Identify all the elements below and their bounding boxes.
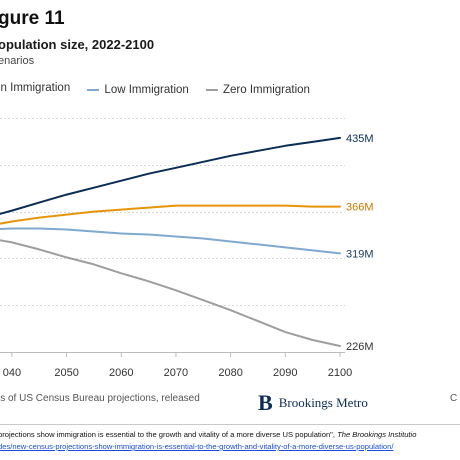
x-tick-label: 040 (3, 367, 21, 379)
x-tick-label: 2070 (164, 367, 188, 379)
citation-link[interactable]: des/new-census-projections-show-immigrat… (0, 442, 394, 451)
legend-label-low: Low Immigration (104, 84, 189, 96)
x-tick-label: 2080 (218, 367, 242, 379)
legend-item-main: in Immigration (0, 82, 70, 94)
series-line-2 (0, 227, 341, 255)
series-line-3 (0, 239, 341, 347)
brookings-logo: B Brookings Metro (258, 390, 368, 416)
citation-prefix: projections show immigration is essentia… (0, 430, 338, 439)
legend-item-zero: Zero Immigration (206, 84, 310, 96)
citation-journal: The Brookings Institutio (337, 430, 417, 439)
chart-legend: in Immigration Low Immigration Zero Immi… (0, 82, 324, 96)
x-tick-label: 2050 (54, 367, 78, 379)
brand-name: Brookings Metro (278, 395, 368, 410)
footer-divider (0, 424, 460, 425)
legend-swatch (87, 89, 100, 91)
x-tick-label: 2060 (109, 367, 133, 379)
figure-title: gure 11 (0, 8, 65, 29)
x-tick-label: 2090 (273, 367, 297, 379)
end-label-0: 435M (346, 133, 374, 145)
chart-x-ticks: 040 2050 2060 2070 2080 2090 2100 (0, 352, 352, 379)
legend-label-zero: Zero Immigration (223, 84, 310, 96)
series-line-1 (0, 204, 341, 225)
brand-mark: B (258, 390, 273, 415)
legend-label-main: in Immigration (0, 82, 71, 94)
chart-lines (0, 136, 341, 347)
chart-grid (0, 118, 345, 353)
chart-end-labels: 435M 366M 319M 226M (346, 133, 374, 353)
end-label-1: 366M (346, 202, 374, 214)
series-line-0 (0, 136, 341, 215)
x-tick-label: 2100 (328, 367, 352, 379)
scenarios-label: enarios (0, 55, 35, 67)
source-note: is of US Census Bureau projections, rele… (0, 393, 200, 404)
brand-extra: C (450, 393, 458, 404)
legend-item-low: Low Immigration (87, 84, 189, 96)
end-label-2: 319M (346, 248, 374, 260)
legend-swatch (206, 89, 218, 91)
chart-subtitle: opulation size, 2022-2100 (0, 37, 155, 52)
end-label-3: 226M (346, 341, 374, 353)
citation: projections show immigration is essentia… (0, 430, 460, 439)
